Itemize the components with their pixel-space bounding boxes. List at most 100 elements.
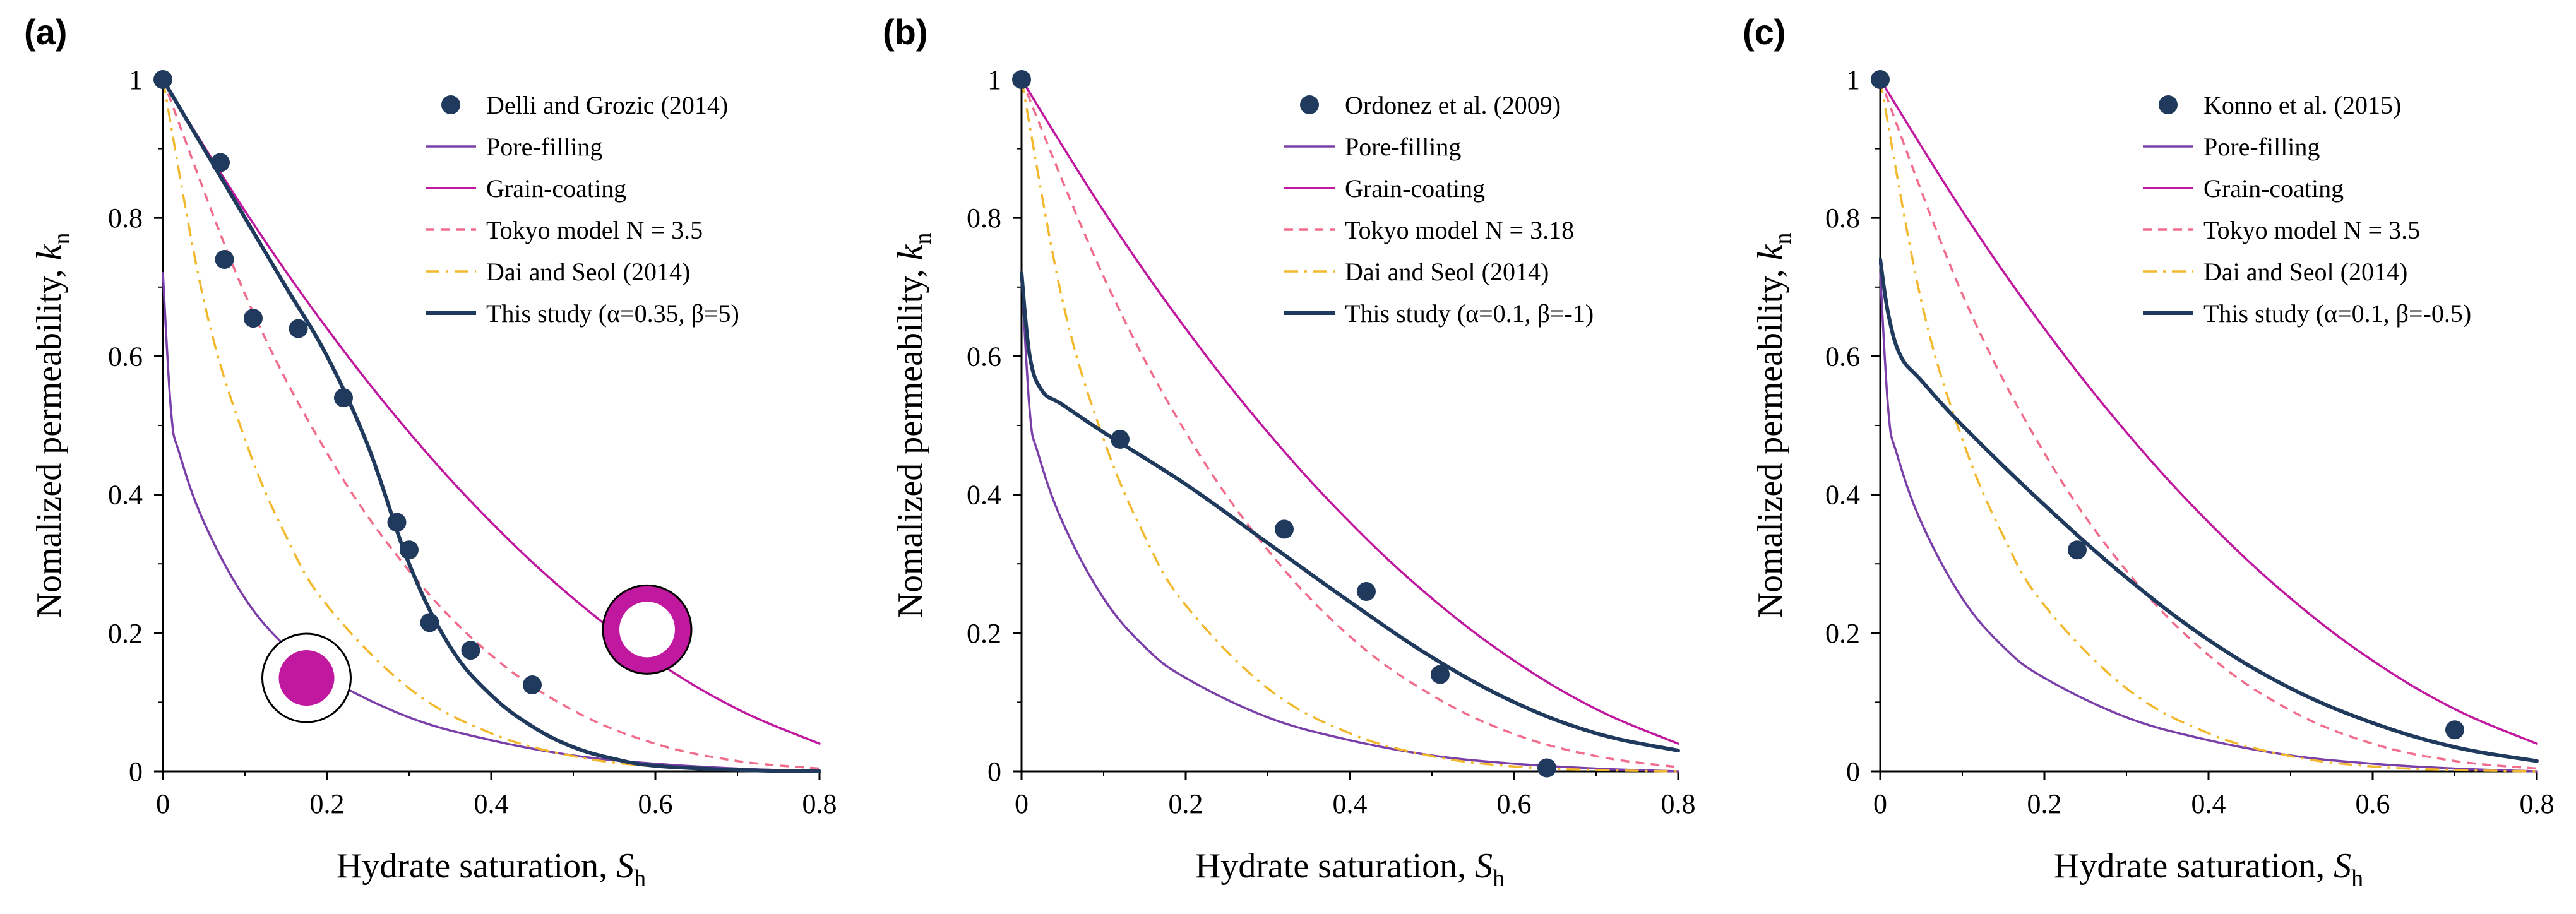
legend-marker [441, 95, 460, 114]
legend-label: Pore-filling [2203, 133, 2320, 161]
y-tick-label: 0.8 [1825, 203, 1860, 234]
data-point [387, 513, 407, 532]
data-point [1537, 758, 1556, 778]
y-axis-label: Nomalized permeability, kn [1751, 233, 1796, 619]
legend-label: Dai and Seol (2014) [2203, 258, 2407, 286]
panel-a: (a) 0 0.2 0.4 0.6 0.8 0 0.2 0.4 0.6 0.8 1 Hydrate sa… [24, 12, 837, 892]
y-axis-label-subscript: n [1770, 233, 1796, 245]
legend-label: Dai and Seol (2014) [1345, 258, 1549, 286]
series-line-this-study [1879, 258, 2539, 763]
legend-label: This study (α=0.1, β=-0.5) [2203, 299, 2471, 328]
legend-marker [2159, 95, 2178, 114]
legend-label: Ordonez et al. (2009) [1345, 91, 1561, 119]
panel-b: (b) 0 0.2 0.4 0.6 0.8 0 0.2 0.4 0.6 0.8 1 Hydrate sa… [883, 12, 1696, 892]
legend-label: Pore-filling [1345, 133, 1461, 161]
y-tick-label: 1 [987, 64, 1001, 95]
y-tick-label: 0 [1846, 756, 1860, 787]
legend-label: Dai and Seol (2014) [486, 258, 690, 286]
x-axis-label-symbol: S [1475, 846, 1493, 886]
legend-label: Pore-filling [486, 133, 602, 161]
y-tick-label: 0.2 [967, 618, 1001, 649]
data-point [420, 613, 439, 632]
y-tick-label: 0 [987, 756, 1001, 787]
legend-label: Grain-coating [486, 174, 626, 203]
y-axis-label-text: Nomalized permeability, [30, 260, 69, 618]
data-point [1357, 582, 1376, 602]
x-tick-label: 0.8 [2520, 788, 2555, 819]
x-tick-label: 0.6 [2356, 788, 2390, 819]
legend-label: This study (α=0.1, β=-1) [1345, 299, 1594, 328]
legend-label: Delli and Grozic (2014) [486, 91, 728, 119]
x-axis-label-text: Hydrate saturation, [337, 846, 616, 886]
y-tick-label: 0.4 [967, 480, 1001, 511]
grain-coating-symbol-hole [619, 602, 675, 658]
series-group [1020, 78, 1680, 773]
y-tick-label: 0.6 [1825, 341, 1860, 372]
series-line-tokyo [1020, 79, 1679, 769]
y-tick-label: 1 [129, 64, 143, 95]
legend-label: This study (α=0.35, β=5) [486, 299, 739, 328]
series-group [162, 78, 821, 773]
legend: Konno et al. (2015) Pore-filling Grain-coa… [2143, 91, 2471, 328]
y-tick-label: 0.4 [108, 480, 143, 511]
legend-label: Grain-coating [2203, 174, 2344, 203]
legend-label: Konno et al. (2015) [2203, 91, 2401, 119]
y-tick-label: 0.6 [108, 341, 143, 372]
x-tick-label: 0 [1873, 788, 1887, 819]
x-tick-label: 0.2 [2027, 788, 2062, 819]
x-tick-label: 0.8 [802, 788, 837, 819]
data-point [1111, 429, 1130, 449]
panel-label: (b) [883, 12, 928, 52]
panel-label: (a) [24, 12, 67, 52]
series-line-pore-filling [1879, 272, 2538, 773]
series-line-tokyo [1879, 79, 2537, 770]
x-axis-label: Hydrate saturation, Sh [1195, 846, 1505, 892]
y-axis-label-text: Nomalized permeability, [891, 260, 930, 618]
data-point [244, 309, 263, 328]
y-axis-label-symbol: k [1751, 244, 1790, 260]
x-tick-label: 0.2 [1169, 788, 1203, 819]
legend-label: Tokyo model N = 3.18 [1345, 216, 1574, 244]
x-tick-label: 0.8 [1661, 788, 1696, 819]
x-axis-label: Hydrate saturation, Sh [337, 846, 646, 892]
x-tick-label: 0 [156, 788, 170, 819]
y-tick-label: 0.8 [967, 203, 1001, 234]
data-point [1012, 70, 1031, 89]
y-axis-label: Nomalized permeability, kn [30, 233, 75, 619]
x-axis-label-text: Hydrate saturation, [2054, 846, 2334, 886]
legend-label: Tokyo model N = 3.5 [486, 216, 703, 244]
legend-label: Grain-coating [1345, 174, 1485, 203]
data-point [334, 388, 353, 408]
panel-label: (c) [1743, 12, 1786, 52]
series-group [1879, 78, 2539, 773]
series-line-dai-seol [1020, 79, 1679, 773]
y-axis-label: Nomalized permeability, kn [891, 233, 936, 619]
legend: Delli and Grozic (2014) Pore-filling Grain… [426, 91, 739, 328]
series-line-tokyo [162, 79, 820, 770]
series-line-dai-seol [1879, 79, 2537, 773]
x-axis-label: Hydrate saturation, Sh [2054, 846, 2363, 892]
x-tick-label: 0.6 [638, 788, 673, 819]
x-axis-label-text: Hydrate saturation, [1195, 846, 1475, 886]
data-point [1431, 665, 1450, 684]
y-tick-label: 0.4 [1825, 480, 1860, 511]
data-point [1871, 70, 1890, 89]
series-line-this-study [1020, 271, 1680, 753]
data-point [215, 249, 234, 269]
x-tick-label: 0.4 [474, 788, 509, 819]
data-point [211, 153, 230, 172]
data-point [289, 319, 308, 338]
y-axis-label-subscript: n [49, 233, 75, 245]
y-tick-label: 1 [1846, 64, 1860, 95]
panel-c: (c) 0 0.2 0.4 0.6 0.8 0 0.2 0.4 0.6 0.8 1 Hydrate sa… [1743, 12, 2555, 892]
y-axis-label-text: Nomalized permeability, [1751, 260, 1790, 618]
x-axis-label-subscript: h [1493, 865, 1505, 892]
y-tick-label: 0.2 [1825, 618, 1860, 649]
series-line-pore-filling [1020, 272, 1679, 773]
data-point [1275, 519, 1294, 539]
series-line-grain-coating [1879, 78, 2538, 745]
legend: Ordonez et al. (2009) Pore-filling Grain-c… [1284, 91, 1594, 328]
legend-label: Tokyo model N = 3.5 [2203, 216, 2420, 244]
x-axis-label-symbol: S [616, 846, 634, 886]
data-point [400, 540, 419, 560]
